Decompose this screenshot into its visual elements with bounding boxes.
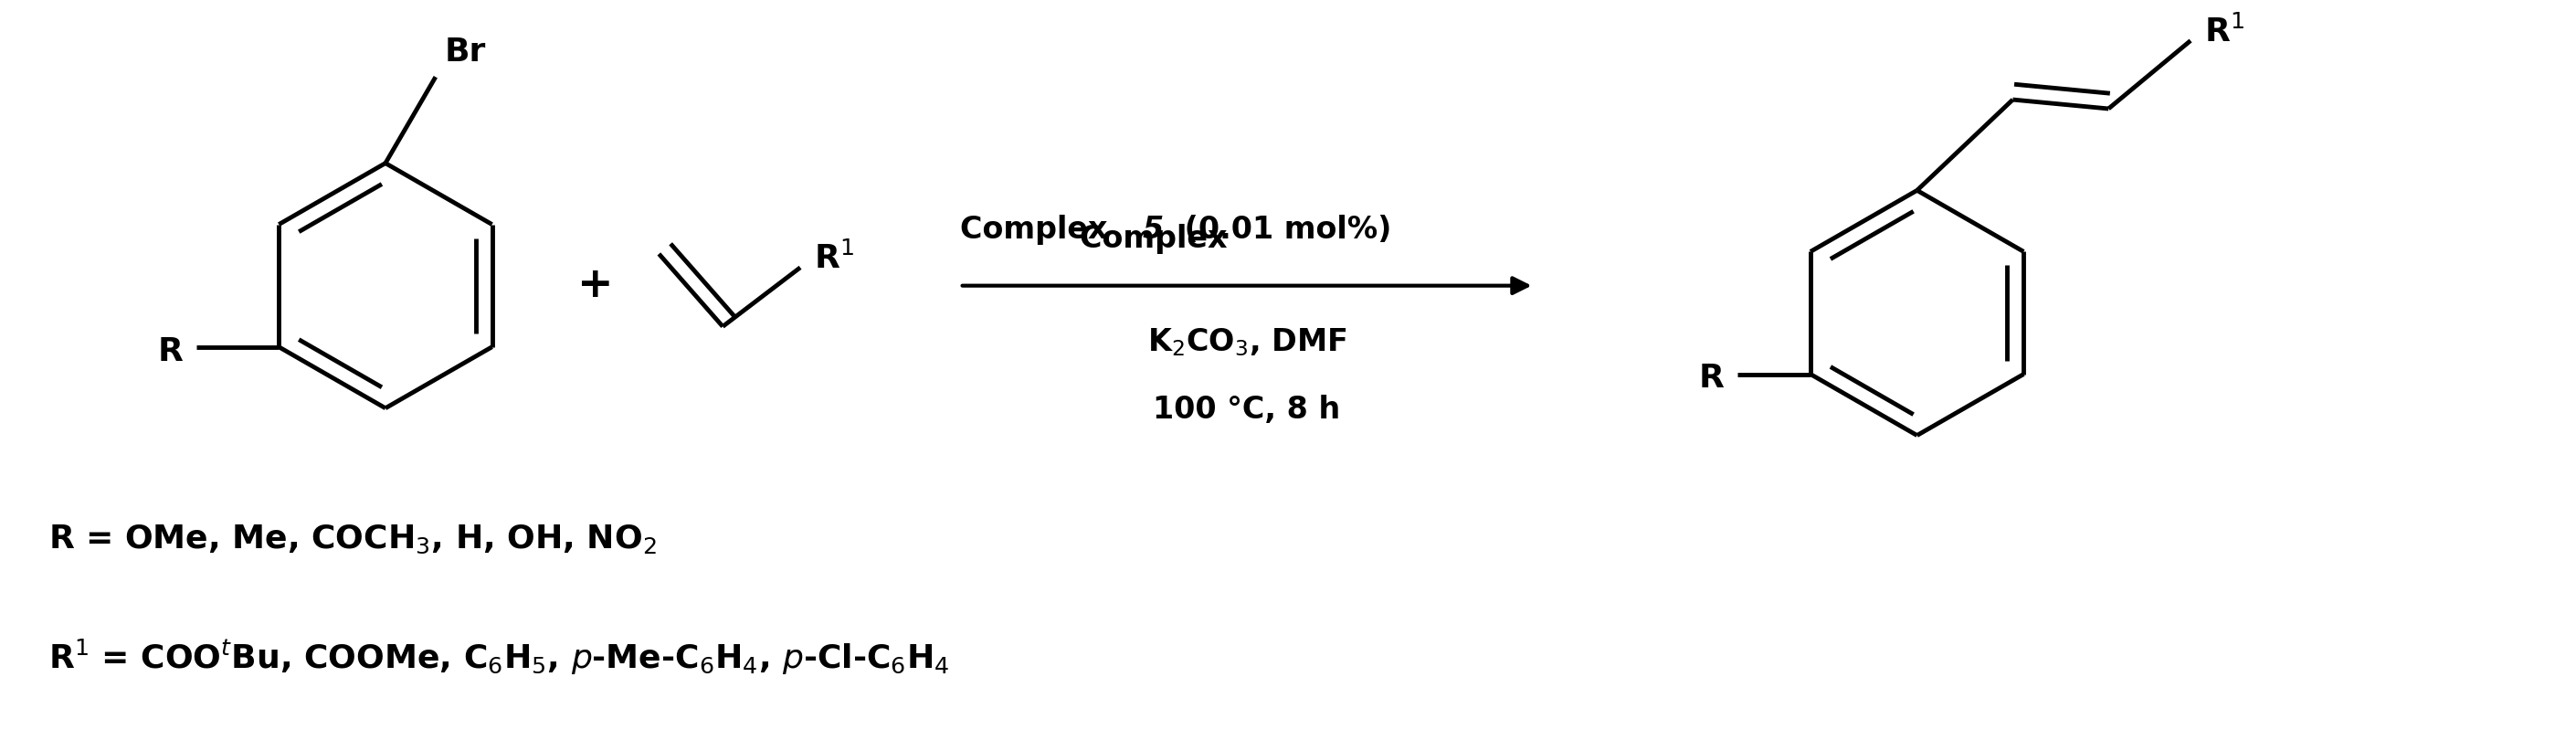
Text: R: R bbox=[157, 336, 183, 367]
Text: Complex: Complex bbox=[1079, 224, 1239, 254]
Text: R$^1$: R$^1$ bbox=[814, 242, 855, 275]
Text: 5: 5 bbox=[1141, 215, 1164, 245]
Text: (0.01 mol%): (0.01 mol%) bbox=[1175, 215, 1391, 245]
Text: R$^1$: R$^1$ bbox=[2205, 15, 2244, 48]
Text: K$_2$CO$_3$, DMF: K$_2$CO$_3$, DMF bbox=[1146, 327, 1347, 358]
Text: R: R bbox=[1698, 363, 1723, 394]
Text: +: + bbox=[577, 265, 613, 306]
Text: 100 °C, 8 h: 100 °C, 8 h bbox=[1154, 394, 1340, 425]
Text: Br: Br bbox=[446, 37, 487, 68]
Text: Complex: Complex bbox=[961, 215, 1118, 245]
Text: R = OMe, Me, COCH$_3$, H, OH, NO$_2$: R = OMe, Me, COCH$_3$, H, OH, NO$_2$ bbox=[49, 523, 657, 556]
Text: R$^1$ = COO$^t$Bu, COOMe, C$_6$H$_5$, $p$-Me-C$_6$H$_4$, $p$-Cl-C$_6$H$_4$: R$^1$ = COO$^t$Bu, COOMe, C$_6$H$_5$, $p… bbox=[49, 638, 948, 677]
